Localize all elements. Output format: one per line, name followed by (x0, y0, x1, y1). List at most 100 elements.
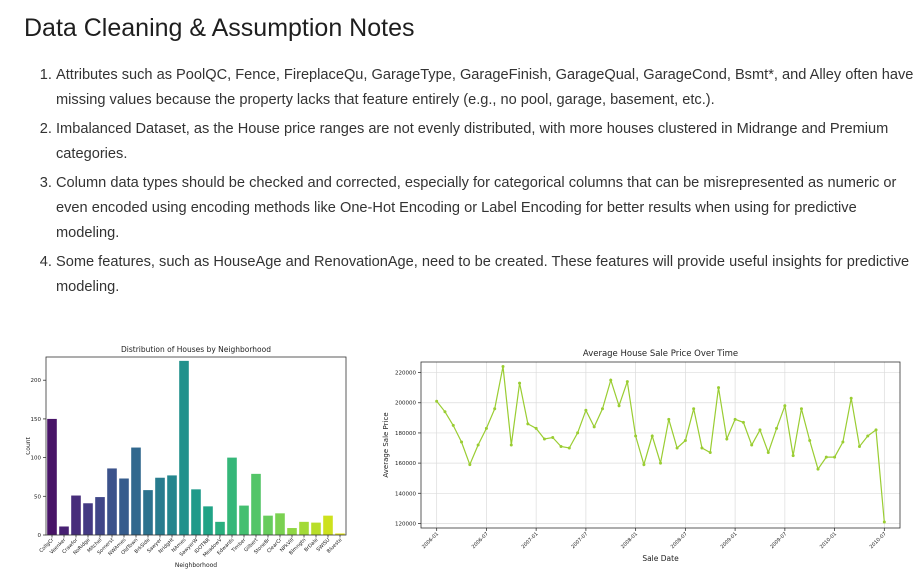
y-tick-label: 180000 (395, 431, 416, 437)
x-tick-label: 2009-01 (719, 531, 738, 550)
x-tick-label: 2007-01 (521, 531, 540, 550)
data-point (725, 437, 729, 441)
data-point (849, 396, 853, 400)
plot-frame (45, 356, 347, 536)
data-point (700, 446, 704, 450)
data-point (866, 434, 870, 438)
bar (155, 477, 165, 535)
bar (203, 506, 213, 535)
page-title: Data Cleaning & Assumption Notes (24, 14, 415, 42)
x-tick-label: 2010-01 (819, 531, 838, 550)
notes-list: Attributes such as PoolQC, Fence, Firepl… (38, 63, 916, 304)
data-point (808, 438, 812, 442)
x-tick-label: 2008-07 (670, 531, 689, 550)
x-tick-label: 2008-01 (620, 531, 639, 550)
data-point (609, 378, 613, 382)
y-tick-label: 160000 (395, 461, 416, 467)
data-point (857, 445, 861, 449)
data-point (625, 380, 629, 384)
bar (71, 495, 81, 535)
y-axis-label: Count (26, 436, 32, 454)
series-line (436, 366, 885, 523)
bar (95, 497, 105, 535)
data-point (559, 445, 563, 449)
bar (287, 528, 297, 535)
data-point (551, 435, 555, 439)
bar (239, 505, 249, 535)
chart-title: Average House Sale Price Over Time (583, 349, 738, 359)
data-point (617, 404, 621, 408)
sale-price-line-chart: Average House Sale Price Over Time 120000… (382, 349, 901, 563)
bar (311, 522, 321, 535)
note-item: Imbalanced Dataset, as the House price r… (56, 117, 916, 167)
bar (179, 360, 189, 535)
y-tick-label: 50 (34, 494, 41, 500)
data-point (758, 428, 762, 432)
data-point (775, 426, 779, 430)
data-point (816, 467, 820, 471)
y-tick-label: 0 (38, 533, 42, 539)
data-point (484, 426, 488, 430)
data-point (584, 408, 588, 412)
data-point (874, 428, 878, 432)
data-point (783, 404, 787, 408)
data-point (493, 407, 497, 411)
bar (47, 418, 57, 535)
bar (167, 475, 177, 535)
data-point (634, 434, 638, 438)
x-tick-label: 2009-07 (769, 531, 788, 550)
bar (263, 515, 273, 535)
x-axis-label: Sale Date (642, 554, 679, 563)
data-point (675, 446, 679, 450)
data-point (567, 446, 571, 450)
data-point (642, 463, 646, 467)
data-point (692, 407, 696, 411)
data-point (833, 455, 837, 459)
data-point (592, 425, 596, 429)
data-point (659, 461, 662, 465)
data-point (542, 437, 546, 441)
data-point (435, 399, 439, 403)
bar (131, 447, 141, 535)
note-item: Attributes such as PoolQC, Fence, Firepl… (56, 63, 916, 113)
data-point (766, 451, 770, 455)
bar (275, 513, 285, 535)
data-point (717, 386, 721, 390)
x-tick-label: 2007-07 (570, 531, 589, 550)
note-item: Column data types should be checked and … (56, 171, 916, 246)
data-point (534, 426, 538, 430)
plot-frame (420, 361, 901, 529)
data-point (460, 440, 464, 444)
x-tick-label: 2010-07 (869, 531, 888, 550)
data-point (708, 451, 712, 455)
y-tick-label: 200000 (395, 401, 416, 407)
data-point (683, 438, 687, 442)
data-point (518, 381, 522, 385)
data-point (733, 417, 737, 421)
y-axis-label: Average Sale Price (382, 412, 390, 477)
x-tick-label: 2006-01 (421, 531, 440, 550)
data-point (526, 422, 530, 426)
y-tick-label: 150 (31, 417, 42, 423)
bar (119, 478, 129, 535)
chart-title: Distribution of Houses by Neighborhood (121, 345, 271, 354)
bar (299, 521, 309, 535)
data-point (750, 443, 754, 447)
y-tick-label: 100 (31, 456, 42, 462)
data-point (882, 520, 886, 524)
x-tick-label: 2006-07 (471, 531, 490, 550)
bar (107, 468, 117, 535)
data-point (476, 443, 480, 447)
bar (83, 503, 93, 535)
y-tick-label: 200 (31, 378, 42, 384)
data-point (791, 454, 795, 458)
data-point (799, 407, 803, 411)
data-point (841, 440, 845, 444)
data-point (576, 431, 580, 435)
data-point (650, 434, 654, 438)
bar (59, 526, 69, 535)
bar (323, 515, 333, 535)
data-point (509, 443, 513, 447)
data-point (667, 417, 671, 421)
bar (227, 457, 237, 535)
